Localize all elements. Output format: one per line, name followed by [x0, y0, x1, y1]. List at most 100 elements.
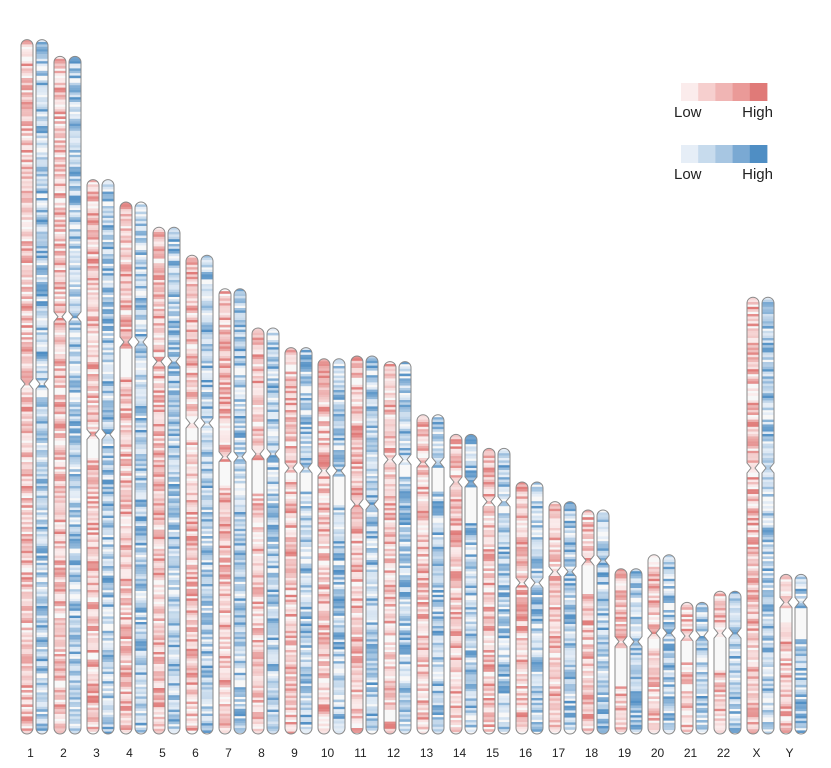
- band: [252, 721, 264, 725]
- band: [516, 580, 528, 583]
- band: [531, 506, 543, 509]
- band: [69, 404, 81, 407]
- band: [36, 277, 48, 280]
- band: [120, 684, 132, 687]
- band: [153, 337, 165, 341]
- band: [69, 238, 81, 242]
- band: [135, 542, 147, 546]
- band: [168, 335, 180, 338]
- band: [285, 659, 297, 663]
- band: [300, 669, 312, 672]
- band: [498, 458, 510, 461]
- band: [87, 494, 99, 497]
- band: [135, 566, 147, 570]
- band: [69, 454, 81, 458]
- band: [399, 560, 411, 564]
- band: [54, 354, 66, 357]
- band: [102, 422, 114, 425]
- band: [153, 611, 165, 614]
- band: [69, 541, 81, 544]
- band: [153, 404, 165, 408]
- band: [135, 571, 147, 575]
- band: [285, 352, 297, 355]
- band: [186, 293, 198, 297]
- band: [153, 709, 165, 713]
- band: [333, 728, 345, 731]
- band: [318, 490, 330, 494]
- band: [168, 445, 180, 449]
- band: [267, 402, 279, 405]
- band: [102, 537, 114, 540]
- band: [384, 462, 396, 465]
- band: [21, 714, 33, 717]
- band: [153, 448, 165, 451]
- band: [300, 393, 312, 396]
- band: [21, 632, 33, 635]
- band: [54, 363, 66, 367]
- band: [153, 594, 165, 597]
- band: [267, 520, 279, 523]
- band: [168, 714, 180, 717]
- band: [54, 262, 66, 266]
- band: [135, 478, 147, 481]
- band: [201, 725, 213, 729]
- band: [450, 700, 462, 704]
- band: [21, 133, 33, 136]
- band: [102, 527, 114, 531]
- band: [54, 147, 66, 151]
- band: [186, 488, 198, 491]
- band: [186, 281, 198, 285]
- band: [21, 186, 33, 189]
- band: [219, 377, 231, 381]
- band: [54, 490, 66, 494]
- band: [267, 498, 279, 501]
- band: [36, 666, 48, 669]
- band: [102, 654, 114, 658]
- band: [36, 90, 48, 93]
- band: [54, 349, 66, 352]
- band: [135, 204, 147, 207]
- band: [399, 558, 411, 561]
- band: [234, 588, 246, 592]
- band: [69, 190, 81, 194]
- band: [384, 592, 396, 595]
- band: [21, 603, 33, 607]
- band: [267, 443, 279, 446]
- band: [498, 575, 510, 579]
- band: [465, 468, 477, 471]
- band: [168, 551, 180, 554]
- band: [219, 560, 231, 563]
- band: [36, 375, 48, 379]
- band: [168, 565, 180, 569]
- band: [417, 693, 429, 696]
- band: [351, 490, 363, 493]
- band: [417, 450, 429, 454]
- band: [54, 193, 66, 196]
- band: [450, 508, 462, 512]
- band: [384, 428, 396, 432]
- band: [219, 336, 231, 340]
- band: [36, 296, 48, 299]
- band: [384, 601, 396, 605]
- band: [432, 690, 444, 694]
- band: [186, 329, 198, 333]
- band: [168, 604, 180, 607]
- band: [234, 408, 246, 412]
- band: [318, 610, 330, 614]
- band: [153, 227, 165, 230]
- band: [54, 620, 66, 623]
- band: [87, 621, 99, 624]
- band: [219, 656, 231, 659]
- band: [120, 677, 132, 680]
- band: [318, 488, 330, 491]
- band: [54, 625, 66, 628]
- band: [135, 422, 147, 426]
- band: [201, 720, 213, 724]
- band: [399, 592, 411, 595]
- band: [252, 392, 264, 396]
- band: [300, 446, 312, 449]
- band: [300, 436, 312, 439]
- band: [69, 644, 81, 647]
- band: [465, 568, 477, 572]
- band: [69, 714, 81, 717]
